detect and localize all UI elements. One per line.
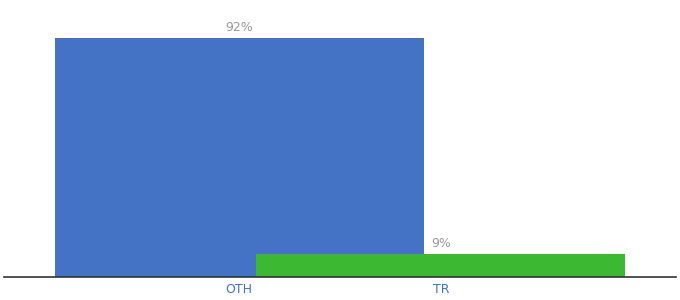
Text: 92%: 92% xyxy=(225,21,253,34)
Bar xyxy=(256,254,626,277)
Bar xyxy=(54,38,424,277)
Text: 9%: 9% xyxy=(431,237,451,250)
